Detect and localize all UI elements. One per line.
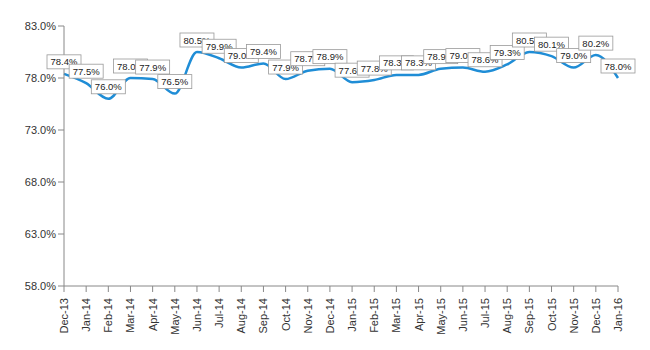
svg-text:Aug-14: Aug-14 bbox=[235, 298, 247, 333]
svg-text:77.8%: 77.8% bbox=[360, 62, 388, 74]
svg-text:Jun-15: Jun-15 bbox=[457, 298, 469, 332]
svg-text:Oct-15: Oct-15 bbox=[546, 298, 558, 331]
svg-text:80.5%: 80.5% bbox=[183, 34, 211, 46]
svg-text:79.0%: 79.0% bbox=[227, 50, 255, 62]
svg-text:78.3%: 78.3% bbox=[405, 57, 432, 69]
svg-text:79.0%: 79.0% bbox=[449, 50, 477, 62]
svg-text:78.7%: 78.7% bbox=[294, 53, 322, 65]
svg-text:77.9%: 77.9% bbox=[272, 61, 300, 73]
svg-text:83.0%: 83.0% bbox=[25, 20, 56, 32]
svg-text:79.0%: 79.0% bbox=[560, 50, 587, 61]
svg-text:Jan-14: Jan-14 bbox=[80, 298, 92, 332]
svg-text:80.5%: 80.5% bbox=[515, 34, 543, 46]
svg-text:Jul-14: Jul-14 bbox=[213, 298, 225, 328]
svg-text:Apr-15: Apr-15 bbox=[413, 298, 425, 331]
svg-text:80.1%: 80.1% bbox=[538, 39, 565, 50]
svg-text:79.4%: 79.4% bbox=[250, 46, 277, 57]
svg-text:68.0%: 68.0% bbox=[25, 176, 56, 188]
svg-text:77.6%: 77.6% bbox=[338, 64, 366, 76]
svg-text:78.0%: 78.0% bbox=[605, 61, 632, 72]
svg-text:78.9%: 78.9% bbox=[316, 51, 343, 62]
svg-text:Sep-14: Sep-14 bbox=[257, 298, 269, 333]
svg-text:78.6%: 78.6% bbox=[471, 54, 499, 66]
svg-text:77.5%: 77.5% bbox=[73, 66, 100, 77]
svg-text:79.9%: 79.9% bbox=[205, 40, 233, 52]
svg-text:78.4%: 78.4% bbox=[50, 56, 78, 68]
svg-text:Apr-14: Apr-14 bbox=[147, 298, 159, 331]
svg-text:Dec-13: Dec-13 bbox=[58, 298, 70, 333]
svg-text:Feb-15: Feb-15 bbox=[368, 298, 380, 333]
svg-text:77.9%: 77.9% bbox=[139, 62, 166, 73]
svg-text:78.3%: 78.3% bbox=[382, 57, 410, 69]
svg-text:Jan-15: Jan-15 bbox=[346, 298, 358, 332]
svg-text:Jan-16: Jan-16 bbox=[612, 298, 624, 332]
svg-text:Aug-15: Aug-15 bbox=[501, 298, 513, 333]
svg-text:Oct-14: Oct-14 bbox=[280, 298, 292, 331]
svg-text:Dec-15: Dec-15 bbox=[590, 298, 602, 333]
svg-text:80.2%: 80.2% bbox=[582, 38, 609, 49]
svg-text:Nov-14: Nov-14 bbox=[302, 298, 314, 333]
svg-text:79.3%: 79.3% bbox=[494, 47, 521, 58]
svg-text:Mar-15: Mar-15 bbox=[390, 298, 402, 333]
svg-text:Feb-14: Feb-14 bbox=[102, 298, 114, 333]
svg-text:63.0%: 63.0% bbox=[25, 228, 56, 240]
svg-text:78.9%: 78.9% bbox=[427, 51, 455, 63]
svg-text:58.0%: 58.0% bbox=[25, 280, 56, 292]
svg-text:73.0%: 73.0% bbox=[25, 124, 56, 136]
svg-text:76.5%: 76.5% bbox=[161, 76, 188, 87]
svg-text:May-14: May-14 bbox=[169, 298, 181, 335]
svg-text:Nov-15: Nov-15 bbox=[568, 298, 580, 333]
svg-text:Jul-15: Jul-15 bbox=[479, 298, 491, 328]
svg-text:May-15: May-15 bbox=[435, 298, 447, 335]
svg-text:Jun-14: Jun-14 bbox=[191, 298, 203, 332]
svg-text:Dec-14: Dec-14 bbox=[324, 298, 336, 333]
svg-text:76.0%: 76.0% bbox=[95, 81, 122, 92]
svg-text:Sep-15: Sep-15 bbox=[523, 298, 535, 333]
svg-text:78.0%: 78.0% bbox=[25, 72, 56, 84]
svg-text:Mar-14: Mar-14 bbox=[124, 298, 136, 333]
svg-text:78.0%: 78.0% bbox=[117, 60, 144, 72]
